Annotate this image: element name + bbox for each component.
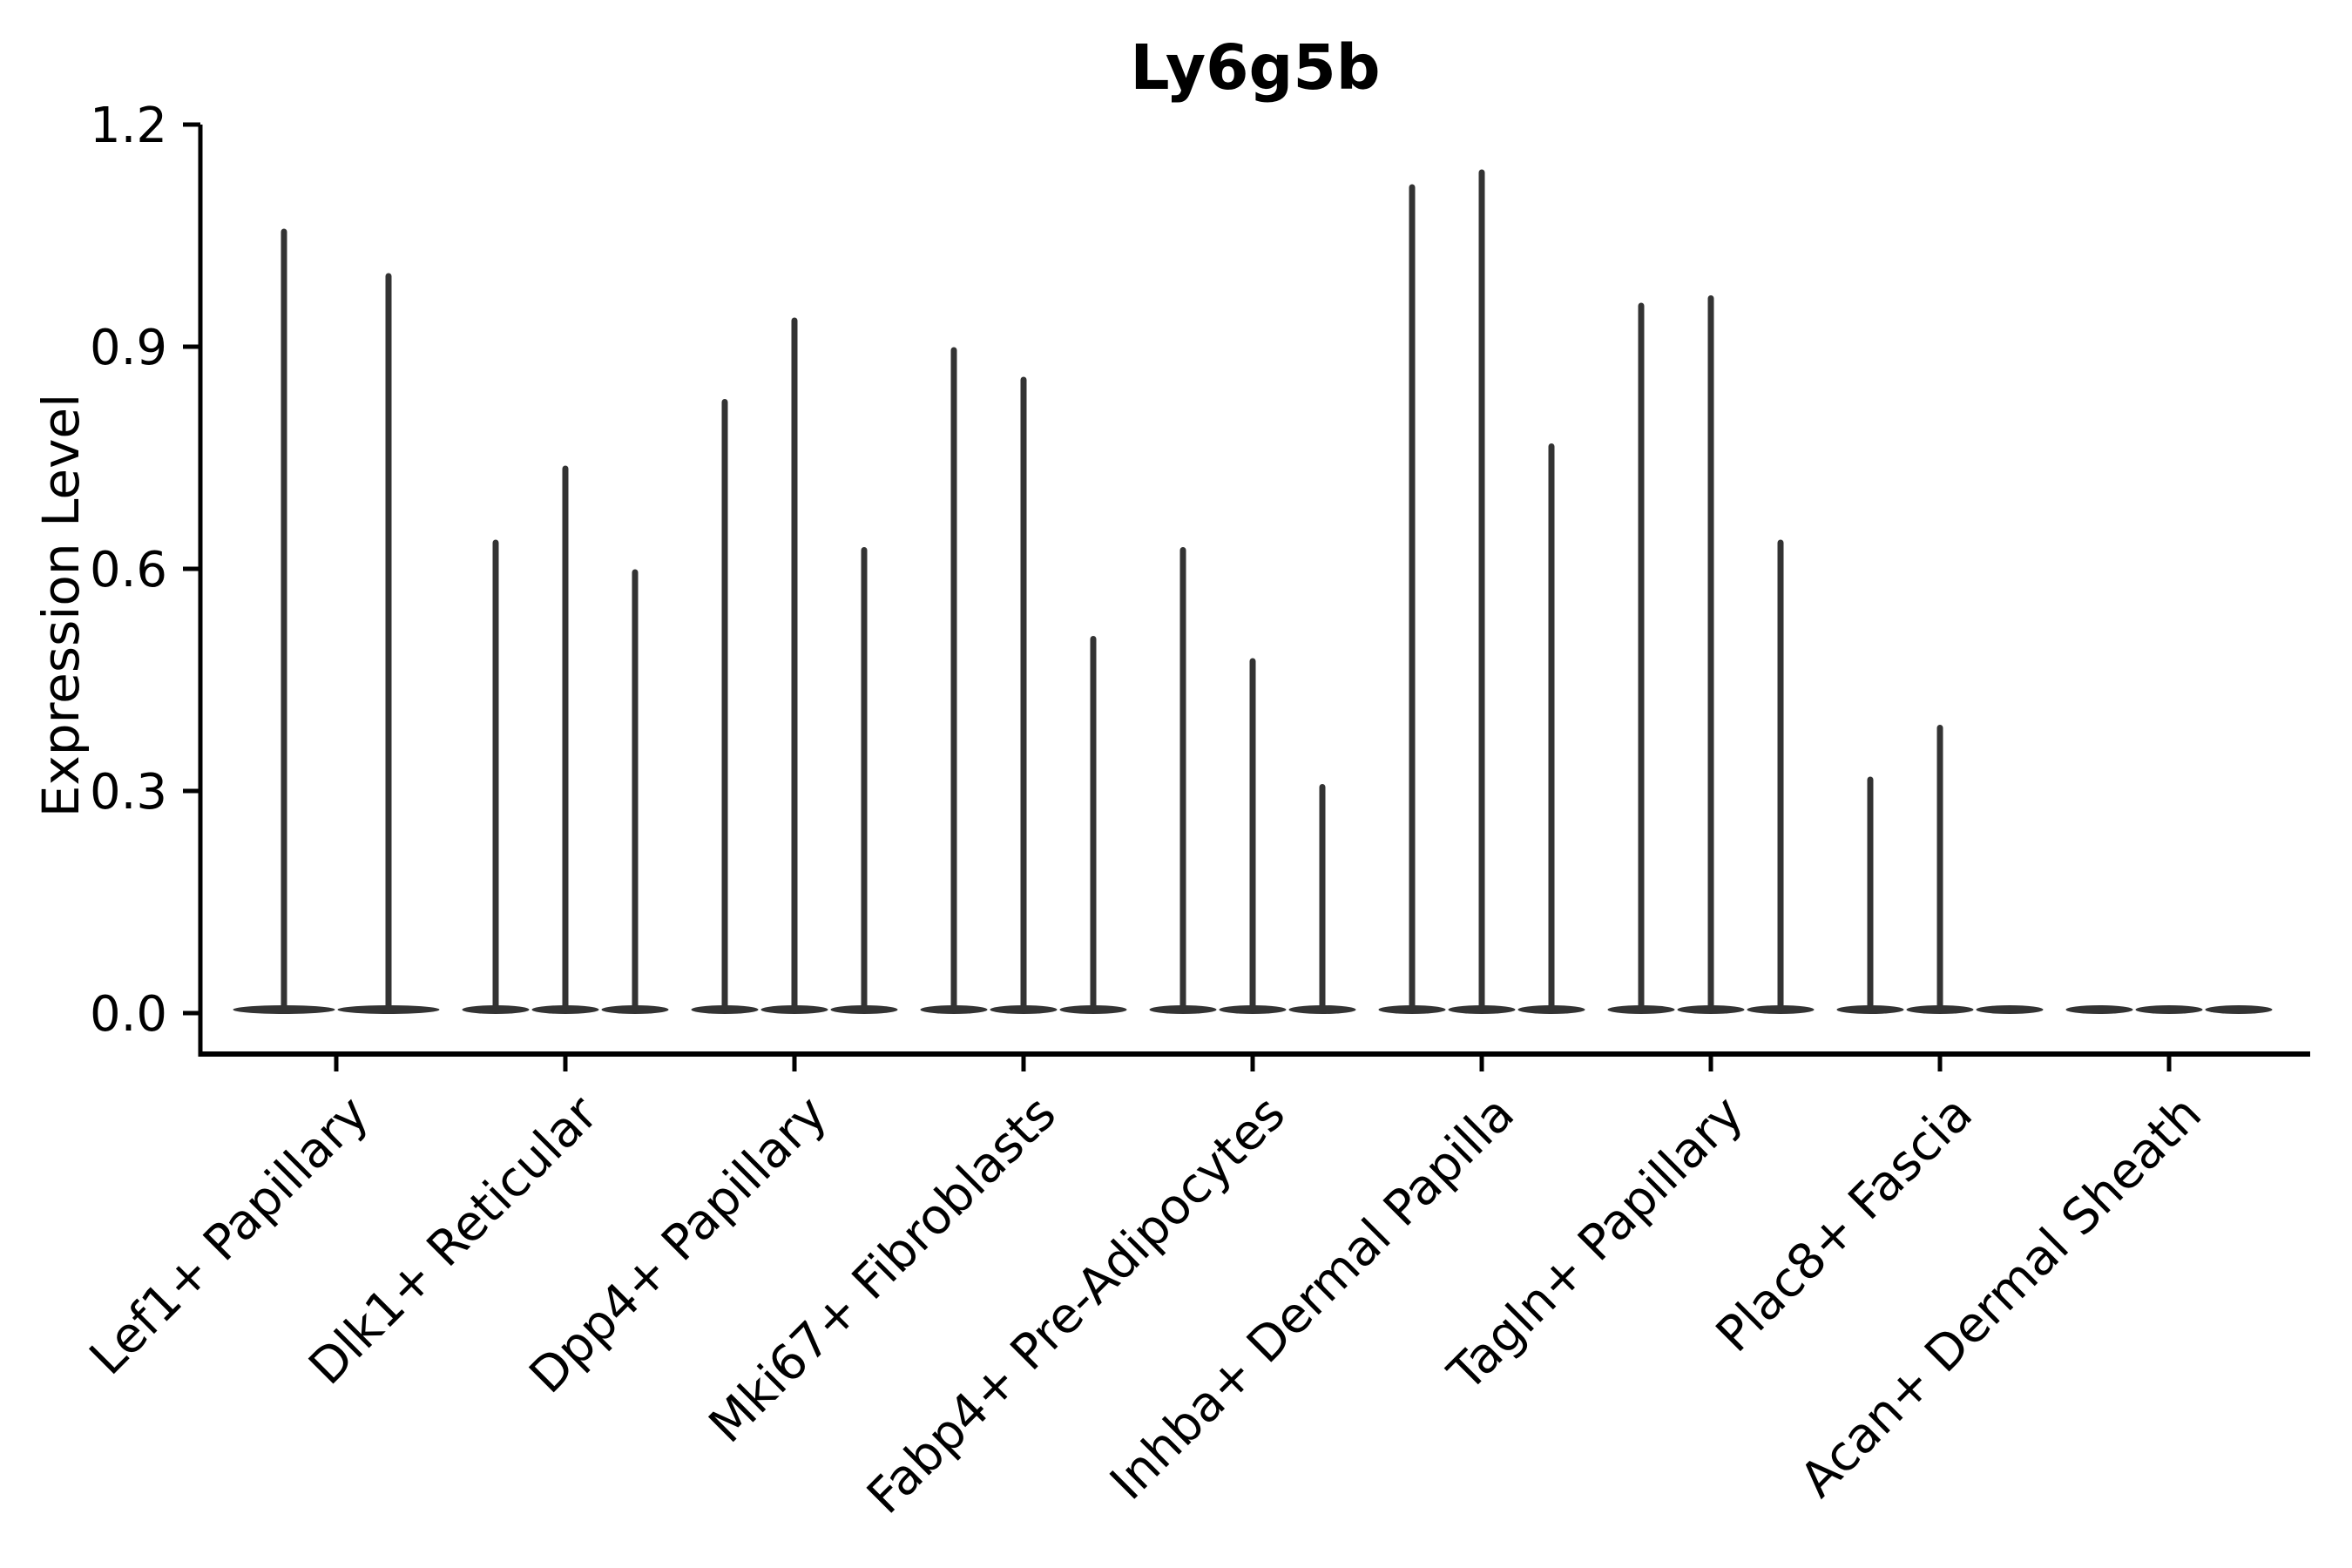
- x-tick-label: Fabp4+ Pre-Adipocytes: [856, 1085, 1296, 1525]
- y-tick-labels: 0.0 0.3 0.6 0.9 1.2: [90, 98, 167, 1043]
- violin: [1219, 658, 1287, 1014]
- violin: [462, 539, 530, 1014]
- violin: [1906, 725, 1974, 1014]
- violin: [601, 569, 669, 1014]
- axes-layer: [183, 122, 2310, 1071]
- violin: [2065, 1005, 2133, 1014]
- violin: [1607, 302, 1675, 1014]
- violin-base: [2205, 1005, 2273, 1014]
- violin: [233, 228, 335, 1014]
- violin: [2135, 1005, 2203, 1014]
- violin: [760, 317, 828, 1014]
- violin: [337, 273, 440, 1014]
- y-axis-label: Expression Level: [31, 394, 91, 817]
- violin: [1747, 539, 1815, 1014]
- y-tick-label: 1.2: [90, 98, 167, 154]
- violin-base: [1976, 1005, 2044, 1014]
- violin: [990, 376, 1058, 1014]
- violin: [1059, 636, 1127, 1014]
- x-tick-label: Acan+ Dermal Sheath: [1789, 1085, 2213, 1509]
- violin: [1677, 295, 1745, 1014]
- violin: [920, 347, 988, 1014]
- violin-base: [2065, 1005, 2133, 1014]
- y-tick-label: 0.3: [90, 764, 167, 821]
- violin-base: [2135, 1005, 2203, 1014]
- violin: [691, 399, 759, 1014]
- violin: [1378, 184, 1446, 1014]
- y-tick-label: 0.6: [90, 542, 167, 598]
- violin: [1149, 547, 1217, 1014]
- violins-layer: [233, 169, 2273, 1014]
- chart-title: Ly6g5b: [1130, 31, 1380, 104]
- violin: [531, 465, 599, 1014]
- y-tick-label: 0.9: [90, 320, 167, 376]
- violin: [1976, 1005, 2044, 1014]
- y-tick-label: 0.0: [90, 986, 167, 1043]
- violin: [1288, 784, 1356, 1014]
- violin: [830, 547, 898, 1014]
- violin: [2205, 1005, 2273, 1014]
- violin: [1448, 169, 1516, 1014]
- violin: [1517, 443, 1585, 1014]
- violin: [1836, 776, 1904, 1014]
- x-tick-label: Inhba+ Dermal Papilla: [1099, 1085, 1525, 1511]
